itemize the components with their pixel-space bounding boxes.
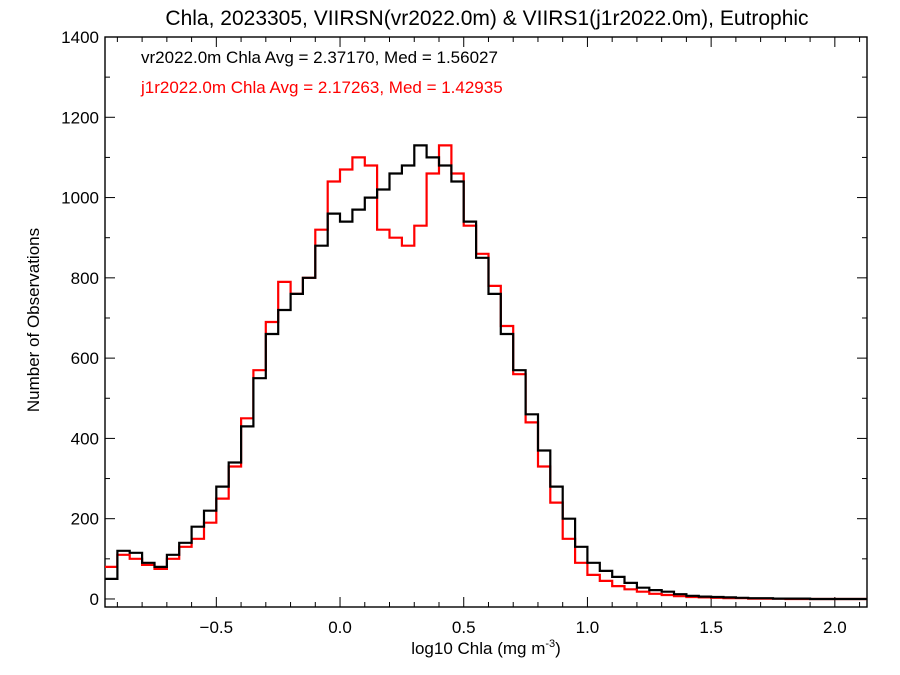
y-tick-label: 200 [71,510,99,529]
y-tick-label: 1200 [61,108,99,127]
y-tick-label: 0 [90,590,99,609]
x-axis-ticks [116,37,861,607]
x-tick-label: 1.5 [699,618,723,637]
series-vr2022-line [105,144,867,601]
series-j1r2022-line [105,144,867,601]
chart-title: Chla, 2023305, VIIRSN(vr2022.0m) & VIIRS… [165,7,808,30]
x-axis-title-superscript: -3 [545,638,555,650]
x-tick-label: −0.5 [200,618,234,637]
legend-entry-j1r2022: j1r2022.0m Chla Avg = 2.17263, Med = 1.4… [140,78,503,97]
x-tick-label: 1.0 [576,618,600,637]
x-axis-title-close: ) [555,639,561,658]
legend-entry-vr2022: vr2022.0m Chla Avg = 2.37170, Med = 1.56… [141,48,498,67]
series-group [105,144,867,601]
x-tick-label: 0.5 [452,618,476,637]
y-tick-label: 1400 [61,28,99,47]
y-tick-label: 800 [71,269,99,288]
y-axis-title: Number of Observations [24,228,43,412]
y-axis-tick-labels: 0 200 400 600 800 1000 1200 1400 [61,28,99,609]
y-axis-ticks [105,36,867,600]
x-axis-tick-labels: −0.5 0.0 0.5 1.0 1.5 2.0 [200,618,847,637]
y-tick-label: 400 [71,429,99,448]
x-axis-title: log10 Chla (mg m-3) [411,638,561,658]
x-tick-label: 0.0 [328,618,352,637]
plot-frame [104,36,868,608]
x-tick-label: 2.0 [823,618,847,637]
y-tick-label: 600 [71,349,99,368]
x-axis-title-main: log10 Chla (mg m [411,639,545,658]
y-tick-label: 1000 [61,189,99,208]
